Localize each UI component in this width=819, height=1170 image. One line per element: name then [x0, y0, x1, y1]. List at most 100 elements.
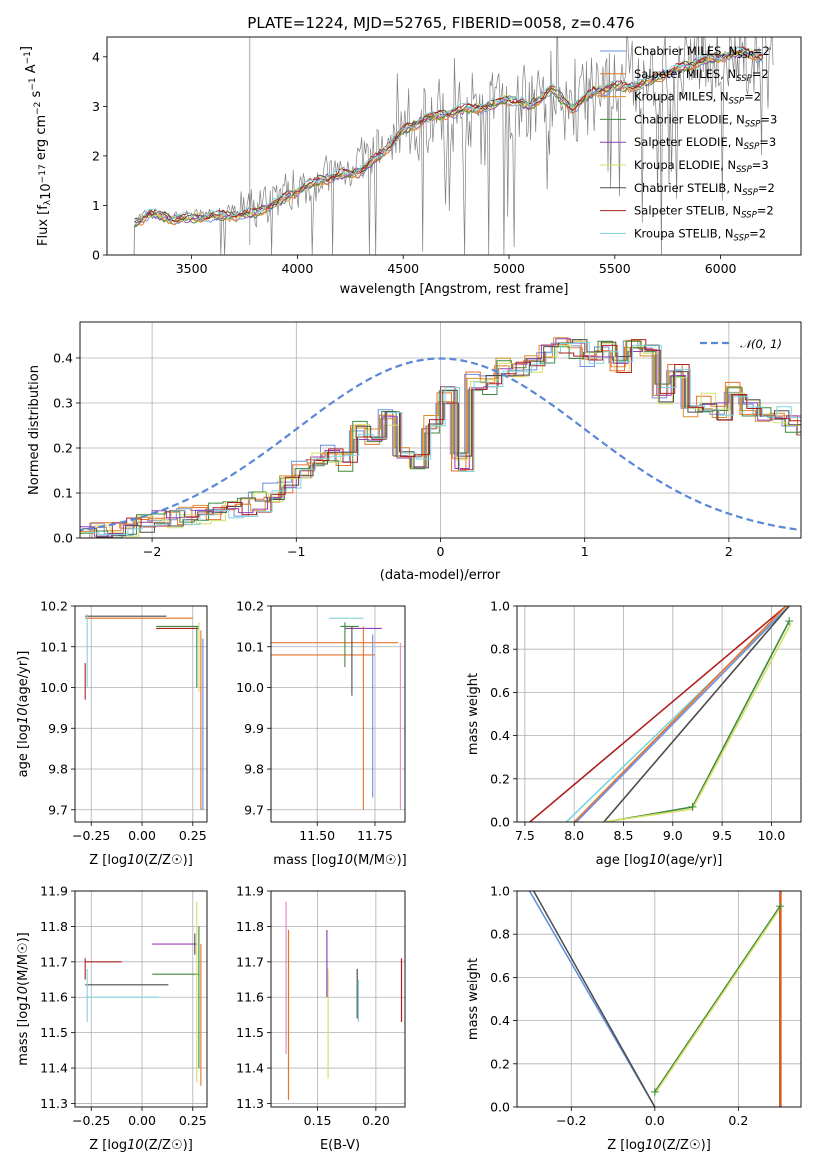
- x-tick-label: 0.25: [179, 1113, 207, 1128]
- y-tick-label: 11.3: [40, 1096, 68, 1111]
- histogram-step-line: [80, 337, 801, 538]
- x-tick-label: −0.25: [72, 1113, 110, 1128]
- y-tick-label: 0.2: [53, 441, 73, 456]
- gaussian-reference-curve: [80, 357, 801, 532]
- y-tick-label: 0: [92, 248, 100, 263]
- y-tick-label: 11.5: [40, 1025, 68, 1040]
- y-axis-label: Flux [fλ10−17 erg cm−2 s−1 A−1]: [19, 46, 54, 246]
- cumulative-weight-line: [573, 606, 787, 822]
- cumulative-weight-line: [605, 620, 790, 822]
- y-tick-label: 11.3: [236, 1096, 264, 1111]
- x-axis-label: Z [log10(Z/Z☉)]: [89, 853, 193, 868]
- legend-entry: Chabrier MILES, NSSP=2: [634, 44, 770, 61]
- y-tick-label: 11.5: [236, 1025, 264, 1040]
- x-tick-label: 4000: [282, 261, 314, 276]
- y-tick-label: 11.9: [236, 884, 264, 899]
- y-axis-label: mass [log10(M/M☉)]: [16, 932, 31, 1065]
- cumulative-weight-line: [575, 606, 790, 822]
- panels: 3500 4000 4500 5000 5500 6000 0 1 2 3 4 wavelength …: [16, 36, 802, 1153]
- legend-entry: Kroupa STELIB, NSSP=2: [634, 226, 766, 243]
- y-tick-label: 1: [92, 198, 100, 213]
- x-tick-label: 9.0: [663, 828, 683, 843]
- x-tick-label: 0.20: [362, 1113, 390, 1128]
- y-axis-label: Normed distribution: [27, 365, 42, 495]
- legend-entry: Salpeter STELIB, NSSP=2: [634, 204, 774, 221]
- y-tick-label: 9.8: [48, 762, 68, 777]
- legend-entry: Salpeter MILES, NSSP=2: [634, 67, 769, 84]
- y-tick-label: 11.8: [236, 919, 264, 934]
- x-tick-label: 1: [581, 544, 589, 559]
- x-tick-label: −2: [143, 544, 161, 559]
- y-tick-label: 10.1: [40, 639, 68, 654]
- y-tick-label: 2: [92, 148, 100, 163]
- marker-plus: [776, 902, 785, 911]
- plot-area: [80, 337, 801, 538]
- cumulative-weight-line: [529, 606, 787, 822]
- y-tick-label: 4: [92, 49, 100, 64]
- y-tick-label: 0.6: [490, 685, 510, 700]
- x-tick-label: 4500: [387, 261, 419, 276]
- data-spectrum: [134, 37, 774, 255]
- cumulative-weight-line: [603, 622, 792, 822]
- x-tick-label: 0.2: [728, 1113, 748, 1128]
- panel-spectrum: 3500 4000 4500 5000 5500 6000 0 1 2 3 4 wavelength …: [19, 36, 802, 297]
- x-tick-label: 7.5: [515, 828, 535, 843]
- x-tick-label: 0.15: [304, 1113, 332, 1128]
- x-axis-label: (data-model)/error: [380, 568, 501, 583]
- x-axis-label: wavelength [Angstrom, rest frame]: [340, 282, 569, 297]
- x-tick-label: 0.00: [128, 828, 156, 843]
- model-spectrum-line: [134, 50, 764, 228]
- y-tick-label: 9.7: [244, 802, 264, 817]
- y-tick-label: 11.6: [236, 990, 264, 1005]
- x-tick-label: 10.0: [757, 828, 785, 843]
- axes-frame: [516, 890, 802, 1108]
- plot-area: [128, 37, 774, 255]
- plot-area: [529, 606, 794, 822]
- figure-title: PLATE=1224, MJD=52765, FIBERID=0058, z=0…: [247, 14, 634, 32]
- x-tick-label: 0: [437, 544, 445, 559]
- axes-frame: [270, 890, 406, 1108]
- spectrum-legend: Chabrier MILES, NSSP=2 Salpeter MILES, NS…: [600, 44, 777, 243]
- histogram-step-line: [81, 340, 801, 537]
- y-tick-label: 0.1: [53, 486, 73, 501]
- y-tick-label: 9.8: [244, 762, 264, 777]
- model-spectrum-line: [134, 46, 764, 224]
- legend-entry: Kroupa ELODIE, NSSP=3: [634, 158, 769, 175]
- y-axis-label: mass weight: [466, 958, 481, 1040]
- x-tick-label: 8.5: [614, 828, 634, 843]
- y-tick-label: 0.2: [490, 1056, 510, 1071]
- cumulative-weight-line: [603, 606, 790, 822]
- plot-area: [528, 891, 785, 1107]
- y-tick-label: 1.0: [490, 884, 510, 899]
- plot-area: [285, 901, 403, 1100]
- y-tick-label: 0.3: [53, 396, 73, 411]
- model-spectrum-line: [134, 45, 764, 225]
- panel-mass-vs-Z: −0.25 0.00 0.25 11.3 11.4 11.5 11.6 11.7 11.8 11.…: [16, 884, 208, 1153]
- legend-entry: Salpeter ELODIE, NSSP=3: [634, 135, 776, 152]
- x-tick-label: −1: [287, 544, 305, 559]
- x-axis-label: E(B-V): [320, 1138, 360, 1153]
- x-axis-label: Z [log10(Z/Z☉)]: [607, 1138, 711, 1153]
- legend-entry: 𝒩(0, 1): [740, 337, 782, 351]
- panel-cumulative-mass-weight-vs-age: 7.5 8.0 8.5 9.0 9.5 10.0 0.0 0.2 0.4 0.6 0.8 1.0 age…: [466, 599, 802, 868]
- model-spectrum-line: [134, 48, 764, 223]
- histogram-step-line: [84, 342, 801, 536]
- x-tick-label: −0.25: [72, 828, 110, 843]
- y-tick-label: 11.4: [40, 1061, 68, 1076]
- x-tick-label: 9.5: [712, 828, 732, 843]
- x-tick-label: 0.25: [179, 828, 207, 843]
- y-tick-label: 11.6: [40, 990, 68, 1005]
- y-tick-label: 0.0: [53, 531, 73, 546]
- x-tick-label: −0.2: [556, 1113, 586, 1128]
- plot-area: [84, 901, 202, 1086]
- y-tick-label: 0.8: [490, 642, 510, 657]
- y-tick-label: 11.4: [236, 1061, 264, 1076]
- y-tick-label: 0.4: [53, 351, 73, 366]
- plot-area: [84, 614, 204, 810]
- x-axis-label: Z [log10(Z/Z☉)]: [89, 1138, 193, 1153]
- y-tick-label: 0.6: [490, 970, 510, 985]
- data-spectrum-edge: [128, 225, 135, 255]
- x-tick-label: 11.50: [299, 828, 335, 843]
- x-tick-label: 6000: [705, 261, 737, 276]
